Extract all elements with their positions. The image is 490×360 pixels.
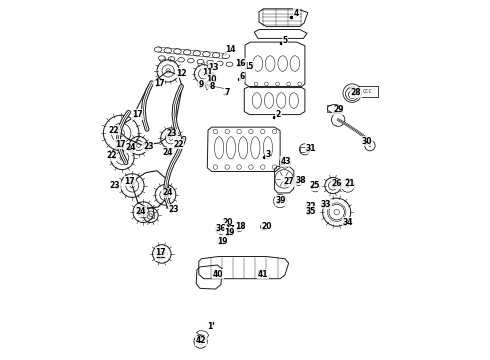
Text: 13: 13 bbox=[208, 63, 219, 72]
Text: 22: 22 bbox=[106, 152, 117, 161]
Text: 19: 19 bbox=[217, 237, 227, 246]
Text: 23: 23 bbox=[110, 181, 120, 190]
Text: 16: 16 bbox=[235, 59, 246, 68]
Text: 35: 35 bbox=[306, 207, 316, 216]
Text: 24: 24 bbox=[125, 143, 136, 152]
Text: 22: 22 bbox=[155, 251, 166, 260]
Text: 29: 29 bbox=[333, 105, 343, 114]
Text: 24: 24 bbox=[136, 207, 146, 216]
Text: 21: 21 bbox=[344, 179, 354, 188]
Text: 39: 39 bbox=[276, 196, 287, 205]
Text: 31: 31 bbox=[306, 144, 316, 153]
Text: 11: 11 bbox=[202, 68, 213, 77]
Text: 28: 28 bbox=[351, 88, 361, 97]
Text: 25: 25 bbox=[309, 181, 319, 190]
Text: 33: 33 bbox=[320, 199, 331, 208]
Text: 7: 7 bbox=[224, 88, 230, 97]
Text: 20: 20 bbox=[222, 218, 232, 227]
Text: 20: 20 bbox=[261, 222, 271, 231]
Text: 24: 24 bbox=[162, 188, 172, 197]
Text: 22: 22 bbox=[108, 126, 119, 135]
Text: 32: 32 bbox=[306, 202, 316, 211]
Text: 41: 41 bbox=[258, 270, 268, 279]
Text: 6: 6 bbox=[240, 72, 245, 81]
Text: 37: 37 bbox=[224, 225, 235, 234]
Text: 4: 4 bbox=[294, 9, 299, 18]
Text: 22: 22 bbox=[173, 140, 184, 149]
Text: 23: 23 bbox=[167, 129, 177, 138]
Text: 17: 17 bbox=[124, 177, 135, 186]
Text: 18: 18 bbox=[235, 222, 246, 231]
Text: 12: 12 bbox=[176, 69, 187, 78]
Text: 24: 24 bbox=[162, 148, 172, 157]
Text: 26: 26 bbox=[331, 179, 342, 188]
Text: 15: 15 bbox=[244, 62, 254, 71]
Text: 36: 36 bbox=[216, 224, 226, 233]
Text: 38: 38 bbox=[296, 176, 307, 185]
Text: 23: 23 bbox=[143, 142, 153, 151]
Bar bbox=[327, 105, 342, 112]
Text: 17: 17 bbox=[115, 140, 125, 149]
Text: 3: 3 bbox=[265, 150, 270, 159]
Text: 17: 17 bbox=[155, 248, 166, 257]
Bar bbox=[358, 86, 378, 97]
Text: 10: 10 bbox=[206, 75, 216, 84]
Text: 19: 19 bbox=[224, 228, 235, 237]
Text: 17: 17 bbox=[132, 110, 143, 119]
Text: 30: 30 bbox=[362, 137, 372, 146]
Text: 9: 9 bbox=[199, 80, 204, 89]
Text: 17: 17 bbox=[154, 79, 165, 88]
Text: 40: 40 bbox=[213, 270, 223, 279]
Text: 14: 14 bbox=[225, 45, 236, 54]
Text: 27: 27 bbox=[283, 177, 294, 186]
Text: CCC: CCC bbox=[363, 89, 372, 94]
Text: 43: 43 bbox=[280, 157, 291, 166]
Text: 5: 5 bbox=[282, 36, 288, 45]
Text: 1: 1 bbox=[207, 321, 213, 330]
Text: 2: 2 bbox=[276, 110, 281, 119]
Bar bbox=[300, 147, 309, 152]
Text: 8: 8 bbox=[209, 82, 215, 91]
Text: 42: 42 bbox=[196, 336, 207, 345]
Text: 34: 34 bbox=[343, 218, 353, 227]
Text: 23: 23 bbox=[169, 205, 179, 214]
